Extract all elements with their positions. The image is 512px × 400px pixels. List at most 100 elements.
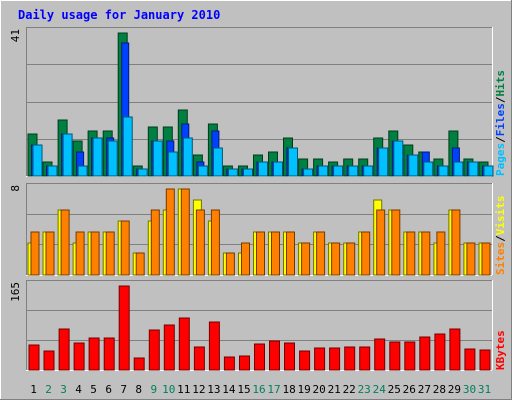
bar-kbytes-day-14: [223, 356, 235, 371]
bar-sites-day-5: [90, 231, 100, 276]
bar-pages-day-30: [468, 161, 479, 177]
bar-kbytes-day-8: [133, 357, 145, 371]
day-label-22: 22: [343, 383, 356, 396]
axis-label-kbytes: KBytes: [494, 330, 507, 370]
bar-pages-day-8: [137, 168, 148, 177]
day-label-25: 25: [388, 383, 401, 396]
bar-kbytes-day-28: [434, 333, 446, 371]
bar-kbytes-day-12: [193, 346, 205, 371]
day-label-29: 29: [448, 383, 461, 396]
bar-sites-day-14: [225, 252, 235, 276]
day-label-15: 15: [237, 383, 250, 396]
bar-pages-day-16: [258, 161, 268, 177]
bar-sites-day-25: [391, 209, 401, 276]
y-max-label: 41: [9, 29, 22, 42]
bar-kbytes-day-9: [148, 329, 160, 371]
day-label-31: 31: [478, 383, 491, 396]
y-max-label: 165: [9, 282, 22, 302]
bar-sites-day-3: [60, 209, 70, 276]
bar-sites-day-1: [30, 231, 40, 276]
axis-label: KBytes: [494, 330, 507, 370]
bar-pages-day-24: [378, 147, 389, 177]
bar-sites-day-30: [466, 242, 476, 276]
bar-pages-day-22: [348, 165, 359, 177]
day-label-7: 7: [120, 383, 127, 396]
bar-pages-day-10: [167, 151, 178, 177]
bar-kbytes-day-3: [58, 328, 70, 371]
bar-sites-day-28: [436, 231, 446, 276]
axis-label-files: Files: [494, 103, 507, 136]
day-label-10: 10: [162, 383, 175, 396]
bar-sites-day-8: [135, 252, 145, 276]
bar-sites-day-12: [195, 209, 205, 276]
day-label-23: 23: [358, 383, 371, 396]
bar-pages-day-18: [288, 147, 298, 177]
bar-sites-day-20: [316, 231, 326, 276]
bar-sites-day-18: [286, 231, 295, 276]
bar-sites-day-17: [271, 231, 280, 276]
bar-kbytes-day-31: [479, 349, 491, 371]
chart-title: Daily usage for January 2010: [18, 8, 220, 22]
bar-pages-day-21: [333, 165, 344, 177]
bar-sites-day-23: [361, 231, 371, 276]
day-label-28: 28: [433, 383, 446, 396]
bar-kbytes-day-17: [269, 340, 280, 371]
bar-pages-day-3: [62, 133, 73, 177]
bar-kbytes-day-16: [254, 343, 265, 371]
bar-kbytes-day-11: [178, 317, 190, 371]
bar-pages-day-20: [318, 165, 329, 177]
axis-label: Pages/Files/Hits: [494, 70, 507, 176]
bar-pages-day-5: [92, 137, 103, 177]
bar-pages-day-27: [423, 161, 434, 177]
day-label-27: 27: [418, 383, 431, 396]
bar-kbytes-day-10: [163, 324, 175, 371]
bar-kbytes-day-25: [389, 341, 401, 371]
day-labels: 1 2 3 4 5 6 7 8 9 10 11 12 13 14 15 16 17 18 19 20 21 22 23 24 2…: [30, 383, 491, 396]
series-sites: [30, 188, 491, 276]
axis-label-separator: /: [494, 96, 507, 103]
bar-pages-day-12: [197, 165, 208, 177]
bar-sites-day-6: [105, 231, 115, 276]
bar-sites-day-29: [451, 209, 461, 276]
bar-pages-day-19: [303, 168, 314, 177]
bar-kbytes-day-23: [359, 346, 371, 371]
bar-kbytes-day-27: [419, 336, 431, 371]
series-kbytes: [28, 285, 491, 371]
day-label-17: 17: [267, 383, 280, 396]
bar-kbytes-day-6: [103, 337, 115, 371]
bar-kbytes-day-20: [314, 347, 326, 371]
bar-sites-day-13: [210, 209, 220, 276]
day-label-11: 11: [177, 383, 190, 396]
axis-label-sites: Sites: [494, 242, 507, 275]
bar-pages-day-9: [152, 140, 163, 177]
panel-visits-sites: 8 Sites/Visits: [9, 183, 507, 276]
bar-pages-day-1: [32, 144, 43, 177]
axis-label-pages: Pages: [494, 143, 507, 176]
day-label-2: 2: [45, 383, 52, 396]
bar-sites-day-31: [481, 242, 491, 276]
bar-sites-day-15: [241, 242, 250, 276]
axis-label-separator: /: [494, 235, 507, 242]
day-label-4: 4: [75, 383, 82, 396]
bar-kbytes-day-29: [449, 328, 461, 371]
bar-kbytes-day-24: [374, 338, 386, 371]
bar-kbytes-day-7: [118, 285, 130, 371]
bar-pages-day-14: [227, 168, 238, 177]
bar-kbytes-day-1: [28, 344, 40, 371]
bar-kbytes-day-21: [329, 347, 341, 371]
day-label-21: 21: [328, 383, 341, 396]
bar-pages-day-29: [453, 161, 464, 177]
bar-pages-day-15: [243, 168, 253, 177]
bar-sites-day-26: [406, 231, 416, 276]
axis-label: Sites/Visits: [494, 196, 507, 276]
day-label-12: 12: [192, 383, 205, 396]
bar-sites-day-7: [120, 220, 130, 276]
bar-pages-day-13: [212, 147, 223, 177]
day-label-19: 19: [297, 383, 310, 396]
bar-sites-day-9: [150, 209, 160, 276]
bar-pages-day-28: [438, 165, 449, 177]
day-label-18: 18: [282, 383, 295, 396]
bar-kbytes-day-19: [299, 350, 311, 371]
